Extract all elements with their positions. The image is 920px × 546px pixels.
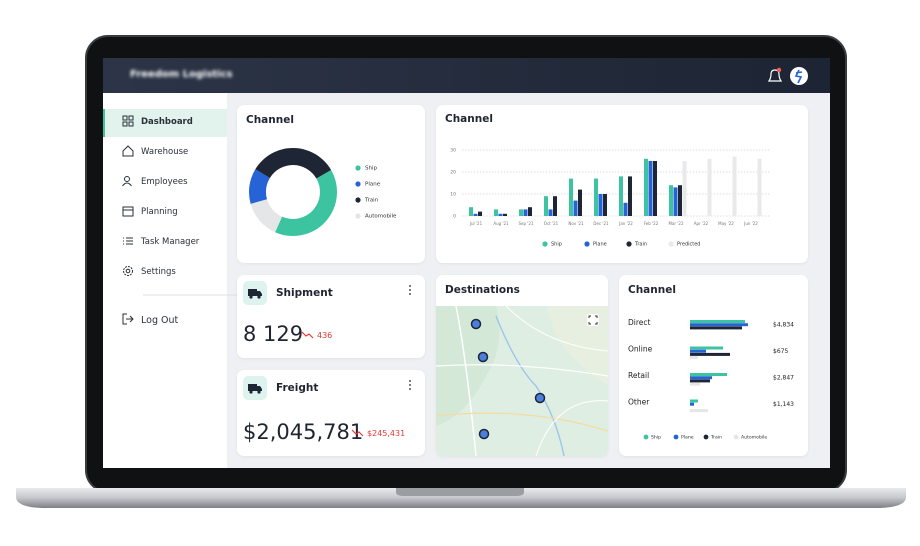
kpi-value: 8 129 [243,322,304,346]
nav-label: Warehouse [141,147,189,157]
nav-item[interactable]: Task Manager [103,229,227,255]
app-title: Freedom Logistics [130,69,233,80]
icon [122,206,134,217]
nav-label: Task Manager [141,237,200,247]
card-title: Destinations [445,284,520,296]
nav-label: Planning [141,207,178,217]
map[interactable] [436,306,608,456]
nav-label: Log Out [141,315,179,326]
menu-button[interactable] [407,284,413,296]
shipment-card: Shipment 8 129 436 [237,275,425,358]
icon [123,266,133,276]
icon [122,145,134,157]
hbar-card [619,275,808,456]
icon-box [243,281,267,305]
kpi-change: 436 [317,331,333,340]
nav-label: Settings [141,267,176,277]
card-title: Channel [246,114,294,126]
nav-item[interactable]: Settings [103,259,227,285]
card-title: Channel [445,113,493,125]
donut-card [237,105,425,263]
nav-item[interactable]: Planning [103,199,227,225]
logout[interactable]: Log Out [103,307,227,333]
kpi-value: $2,045,781 [243,420,364,444]
icon [122,176,132,187]
nav-item[interactable]: Dashboard [103,109,227,135]
card-title: Freight [276,382,319,394]
icon-box [243,376,267,400]
bar-card [436,105,808,263]
menu-button[interactable] [407,379,413,391]
kpi-change: $245,431 [367,429,406,438]
card-title: Channel [628,284,676,296]
nav-item[interactable]: Warehouse [103,139,227,165]
icon [122,115,134,127]
trend-icon [301,331,314,339]
card-title: Shipment [276,287,333,299]
destinations-card: Destinations [436,275,608,456]
trend-icon [351,429,364,437]
nav-item[interactable]: Employees [103,169,227,195]
truck-icon [248,384,262,394]
icon [122,313,134,325]
nav-label: Dashboard [141,117,193,127]
truck-icon [248,289,262,299]
freight-card: Freight $2,045,781 $245,431 [237,370,425,456]
nav-label: Employees [141,177,188,187]
icon [123,237,133,245]
